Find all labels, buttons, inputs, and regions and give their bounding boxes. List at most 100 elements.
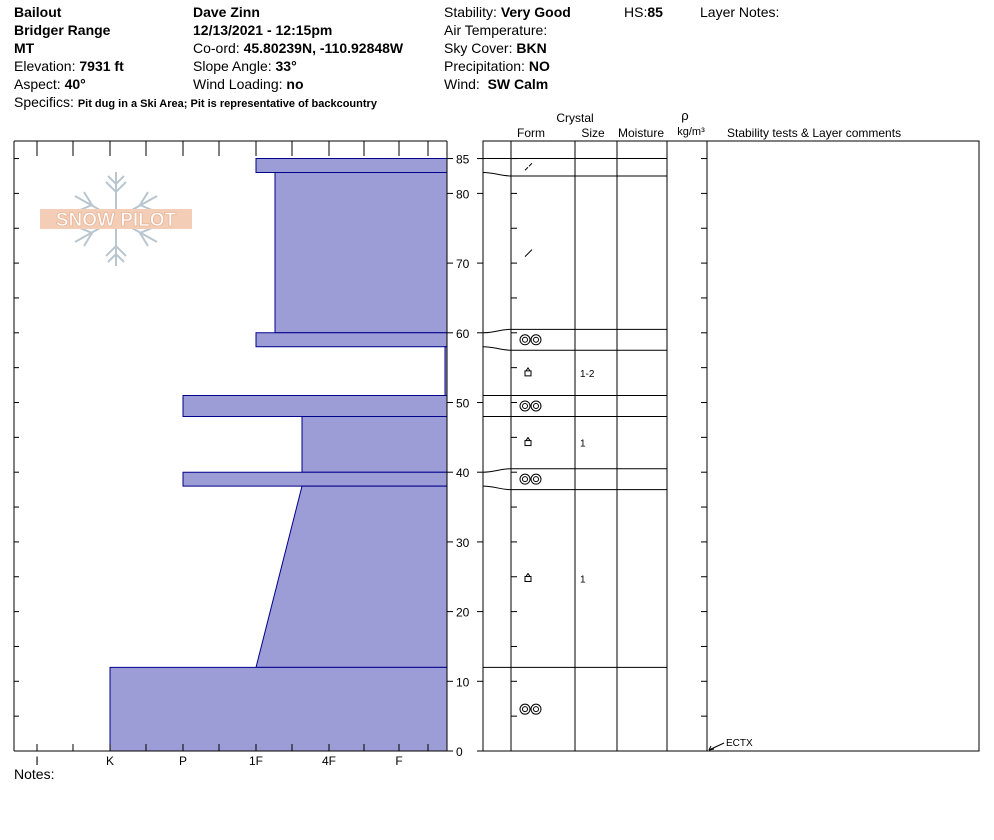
stability-value: Very Good [500, 4, 571, 20]
stability-test-pointer [708, 742, 725, 751]
grain-size: 1 [580, 439, 586, 450]
grain-form-decomposing-icon [524, 162, 533, 171]
hardness-bar-7 [255, 485, 448, 668]
stability-test-label: ECTX [726, 738, 753, 749]
sky-label: Sky Cover: [444, 40, 513, 56]
slope-value: 33° [275, 58, 297, 74]
precip-value: NO [528, 58, 550, 74]
stability-label: Stability: [444, 4, 497, 20]
hardness-label: P [179, 754, 187, 768]
hardness-axis: I K P 1F 4F F [35, 744, 429, 768]
wind-label: Wind: [444, 76, 480, 92]
hardness-bar-1 [274, 171, 448, 334]
wind-value: SW Calm [487, 76, 549, 92]
height-tick-label: 80 [456, 187, 470, 201]
height-tick-label: 70 [456, 257, 470, 271]
layer-connector [482, 328, 512, 334]
precip-field: Precipitation: NO [444, 57, 550, 75]
stability-field: Stability: Very Good [444, 3, 571, 21]
grain-form-melt-freeze-icon [519, 334, 542, 346]
grain-form-melt-freeze-icon [519, 400, 542, 412]
wind-field: Wind: SW Calm [444, 75, 548, 93]
grain-facet [525, 572, 531, 577]
coord-value: 45.80239N, -110.92848W [243, 40, 404, 56]
grain-ring [519, 334, 531, 346]
hardness-label: 4F [322, 754, 336, 768]
grain-ring [522, 336, 528, 343]
grain-facet [524, 440, 532, 447]
elevation-label: Elevation: [14, 58, 76, 74]
size-header: Size [581, 126, 605, 140]
grain-form-melt-freeze-icon [519, 473, 542, 485]
moisture-header: Moisture [618, 126, 664, 140]
hs-label: HS: [624, 4, 648, 20]
grain-ring [530, 334, 542, 346]
specifics-label: Specifics: [14, 94, 74, 110]
stability-test-arrowhead [708, 745, 715, 751]
hs-value: 85 [647, 4, 663, 20]
grain-facet [525, 366, 531, 372]
grain-facet [524, 370, 532, 377]
density-symbol: ρ [681, 108, 688, 123]
grain-ring [519, 473, 531, 485]
layer-boundaries [482, 158, 667, 668]
air-temp-label: Air Temperature: [444, 22, 548, 38]
grain-ring [530, 473, 542, 485]
crystal-header: Crystal [556, 111, 593, 125]
height-tick-label: 0 [456, 745, 463, 759]
height-tick-label: 50 [456, 397, 470, 411]
wind-loading-field: Wind Loading: no [193, 75, 304, 93]
hardness-bar-5 [301, 415, 448, 473]
layer-connector [482, 485, 512, 491]
hardness-profile [109, 158, 448, 752]
grain-stroke [524, 166, 529, 171]
stability-header: Stability tests & Layer comments [727, 126, 901, 140]
elevation-field: Elevation: 7931 ft [14, 57, 124, 75]
datetime: 12/13/2021 - 12:15pm [193, 22, 333, 38]
state: MT [14, 40, 35, 56]
layer-connector [482, 171, 512, 177]
grain-stroke [524, 249, 533, 257]
hardness-bar-4 [182, 395, 448, 417]
layer-connector [482, 346, 512, 351]
aspect-label: Aspect: [14, 76, 61, 92]
height-axis: 0 10 20 30 40 50 60 70 80 85 [447, 153, 483, 759]
grain-ring [533, 706, 539, 713]
notes-label: Notes: [14, 766, 55, 782]
location: Bailout [14, 4, 62, 20]
grain-ring [519, 400, 531, 412]
hardness-label: 1F [249, 754, 263, 768]
mountain-range: Bridger Range [14, 22, 111, 38]
hardness-label: I [35, 754, 38, 768]
height-tick-label: 60 [456, 327, 470, 341]
wind-loading-label: Wind Loading: [193, 76, 283, 92]
coord-label: Co-ord: [193, 40, 240, 56]
layer-notes-label: Layer Notes: [700, 4, 780, 20]
observer: Dave Zinn [193, 4, 260, 20]
right-ticks [511, 158, 707, 717]
top-ticks [36, 141, 429, 156]
aspect-field: Aspect: 40° [14, 75, 86, 93]
layer-table-frame [482, 140, 980, 752]
height-tick-label: 20 [456, 606, 470, 620]
grain-facet [524, 575, 532, 582]
slope-field: Slope Angle: 33° [193, 57, 297, 75]
grain-ring [530, 703, 542, 715]
hardness-bar-8 [109, 666, 448, 752]
grain-ring [533, 336, 539, 343]
specifics-field: Specifics: Pit dug in a Ski Area; Pit is… [14, 93, 377, 113]
stability-tests: ECTX [708, 738, 753, 751]
sky-value: BKN [516, 40, 547, 56]
grain-size: 1 [580, 574, 586, 585]
grain-stroke [528, 162, 533, 167]
specifics-value: Pit dug in a Ski Area; Pit is representa… [77, 98, 377, 110]
grain-ring [522, 476, 528, 483]
layer-connector [482, 468, 512, 473]
aspect-value: 40° [64, 76, 86, 92]
height-tick-label: 85 [456, 153, 470, 167]
height-tick-label: 10 [456, 675, 470, 689]
grain-ring [530, 400, 542, 412]
grain-ring [533, 476, 539, 483]
logo-text: SNOW PILOT [56, 210, 177, 231]
